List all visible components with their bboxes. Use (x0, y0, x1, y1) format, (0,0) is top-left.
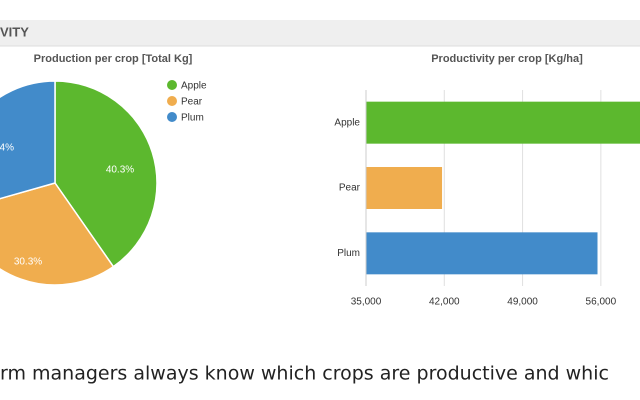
x-tick-label: 49,000 (507, 297, 538, 308)
y-tick-label: Pear (339, 183, 361, 194)
chart-title: Productivity per crop [Kg/ha] (431, 53, 583, 65)
y-tick-label: Plum (337, 248, 360, 259)
bar (366, 101, 640, 144)
y-tick-label: Apple (334, 117, 360, 128)
x-tick-label: 35,000 (351, 297, 382, 308)
pie-slice (54, 80, 158, 268)
slice-label: 30.3% (14, 257, 42, 268)
legend-marker (167, 112, 177, 122)
bar (366, 167, 443, 209)
legend-label: Apple (181, 81, 207, 92)
legend-marker (167, 80, 177, 90)
x-tick-label: 56,000 (586, 297, 617, 308)
chart-title: Production per crop [Total Kg] (34, 53, 193, 65)
legend-label: Pear (181, 97, 203, 108)
slice-label: 40.3% (106, 165, 134, 176)
slice-label: 29.4% (0, 143, 14, 154)
pie-slice (0, 80, 56, 200)
pie-slice (0, 182, 115, 286)
header-bar (0, 20, 640, 46)
x-tick-label: 42,000 (429, 297, 460, 308)
bar (366, 232, 598, 275)
caption: rm managers always know which crops are … (0, 363, 609, 385)
legend-label: Plum (181, 113, 204, 124)
header-title: VITY (0, 24, 29, 39)
legend-marker (167, 96, 177, 106)
